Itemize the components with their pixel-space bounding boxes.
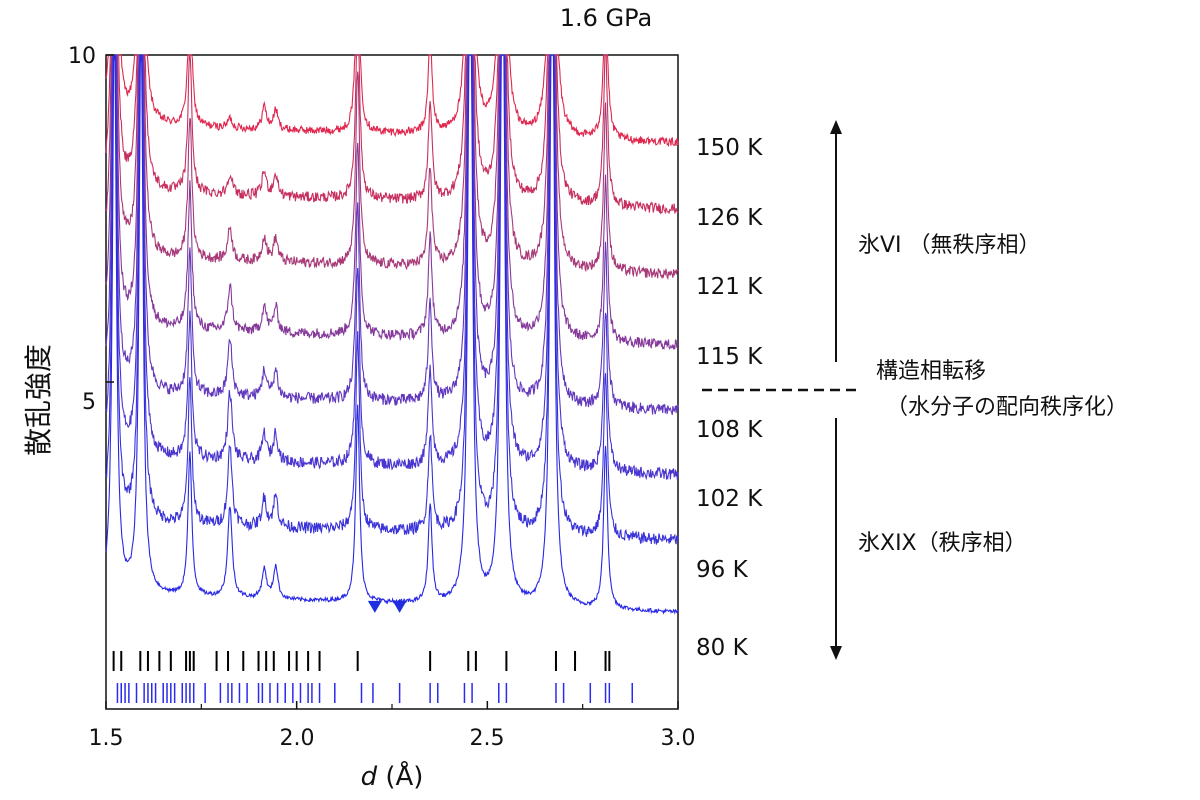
- phase-label-upper: 氷VI （無秩序相）: [858, 233, 1041, 258]
- peak-marker: [367, 600, 382, 613]
- phase-arrow-down: [830, 418, 842, 660]
- phase-label-transition: 構造相転移: [876, 359, 986, 384]
- series-line: [105, 54, 679, 148]
- x-axis-label-symbol: d: [361, 762, 378, 792]
- x-tick-label: 3.0: [661, 726, 696, 751]
- series-line: [105, 54, 679, 615]
- series-line: [105, 54, 679, 280]
- y-tick-label: 5: [82, 390, 96, 415]
- phase-arrow-up: [830, 120, 842, 362]
- temp-label: 121 K: [696, 274, 763, 300]
- phase-label-lower: 氷XIX（秩序相）: [858, 531, 1027, 556]
- x-axis-label: d (Å): [361, 760, 424, 792]
- temp-label: 150 K: [696, 135, 763, 161]
- series-group: [105, 54, 679, 615]
- reflection-ticks: [112, 651, 633, 703]
- x-axis-label-unit: (Å): [377, 760, 423, 792]
- series-line: [105, 54, 679, 215]
- temp-label: 108 K: [696, 417, 763, 443]
- x-tick-label: 1.5: [89, 726, 124, 751]
- temp-label: 96 K: [696, 557, 749, 583]
- series-line: [105, 54, 679, 415]
- axis-ticks: [105, 54, 679, 709]
- temp-label: 80 K: [696, 635, 749, 661]
- marker-group: [367, 600, 407, 613]
- peak-marker: [392, 600, 407, 613]
- x-tick-label: 2.5: [470, 726, 505, 751]
- temp-label: 115 K: [696, 344, 763, 370]
- series-line: [105, 54, 679, 545]
- series-line: [105, 54, 679, 350]
- series-line: [105, 54, 679, 481]
- phase-label-transition-note: （水分子の配向秩序化）: [886, 395, 1128, 420]
- temp-label: 102 K: [696, 486, 763, 512]
- x-tick-label: 2.0: [280, 726, 315, 751]
- y-axis-label: 散乱強度: [22, 344, 55, 456]
- y-tick-label: 10: [68, 44, 96, 69]
- chart-title: 1.6 GPa: [560, 4, 653, 32]
- temp-label: 126 K: [696, 205, 763, 231]
